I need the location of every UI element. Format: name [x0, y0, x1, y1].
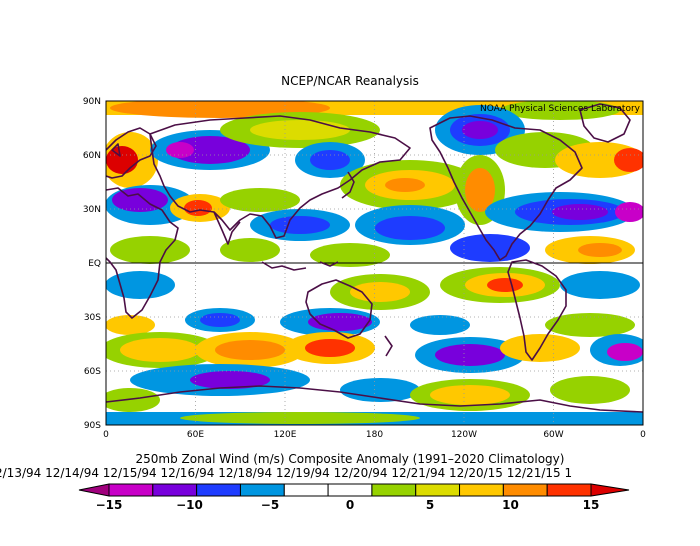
anomaly-shading [106, 101, 643, 425]
colorbar-swatch [196, 483, 241, 497]
lon-label: 60W [543, 430, 563, 440]
map-title: NCEP/NCAR Reanalysis [281, 74, 419, 88]
lat-label: 30S [84, 313, 101, 323]
colorbar-swatch [108, 483, 154, 497]
colorbar-swatch [546, 483, 592, 497]
lon-label: 0 [640, 430, 646, 440]
colorbar-swatch [371, 483, 417, 497]
lat-label: 30N [83, 205, 101, 215]
colorbar-swatch [327, 483, 373, 497]
colorbar-tick-label: −15 [96, 498, 123, 512]
colorbar-swatch [152, 483, 198, 497]
colorbar [78, 483, 630, 497]
colorbar-tick-label: 15 [583, 498, 600, 512]
lon-label: 60E [187, 430, 204, 440]
colorbar-arrow-low [78, 483, 110, 497]
lon-label: 120E [274, 430, 297, 440]
map-caption: 250mb Zonal Wind (m/s) Composite Anomaly… [135, 452, 565, 466]
colorbar-swatch [415, 483, 461, 497]
coastlines [106, 103, 643, 413]
composite-dates: 2/13/94 12/14/94 12/15/94 12/16/94 12/18… [0, 466, 573, 480]
colorbar-swatch [283, 483, 329, 497]
colorbar-swatch [459, 483, 504, 497]
map-gridlines [106, 101, 643, 425]
colorbar-tick-label: 5 [426, 498, 434, 512]
lat-label: 90S [84, 421, 101, 431]
lat-label: EQ [88, 259, 101, 269]
lat-label: 90N [83, 97, 101, 107]
colorbar-tick-label: 0 [346, 498, 354, 512]
lat-label: 60S [84, 367, 101, 377]
lab-label: NOAA Physical Sciences Laboratory [480, 104, 641, 114]
colorbar-tick-label: −10 [176, 498, 203, 512]
colorbar-swatch [239, 483, 285, 497]
lon-label: 0 [103, 430, 109, 440]
lon-label: 120W [451, 430, 477, 440]
colorbar-swatch [502, 483, 548, 497]
lon-labels: 0 60E 120E 180 120W 60W 0 [103, 430, 646, 440]
lon-label: 180 [366, 430, 383, 440]
map-frame [105, 100, 644, 426]
map-panel[interactable] [100, 98, 650, 425]
colorbar-arrow-high [590, 483, 630, 497]
colorbar-ticks: −15 −10 −5 0 5 10 15 [96, 498, 600, 512]
colorbar-tick-label: 10 [502, 498, 519, 512]
colorbar-tick-label: −5 [261, 498, 279, 512]
lat-label: 60N [83, 151, 101, 161]
lat-labels: 90N 60N 30N EQ 30S 60S 90S [83, 97, 101, 431]
